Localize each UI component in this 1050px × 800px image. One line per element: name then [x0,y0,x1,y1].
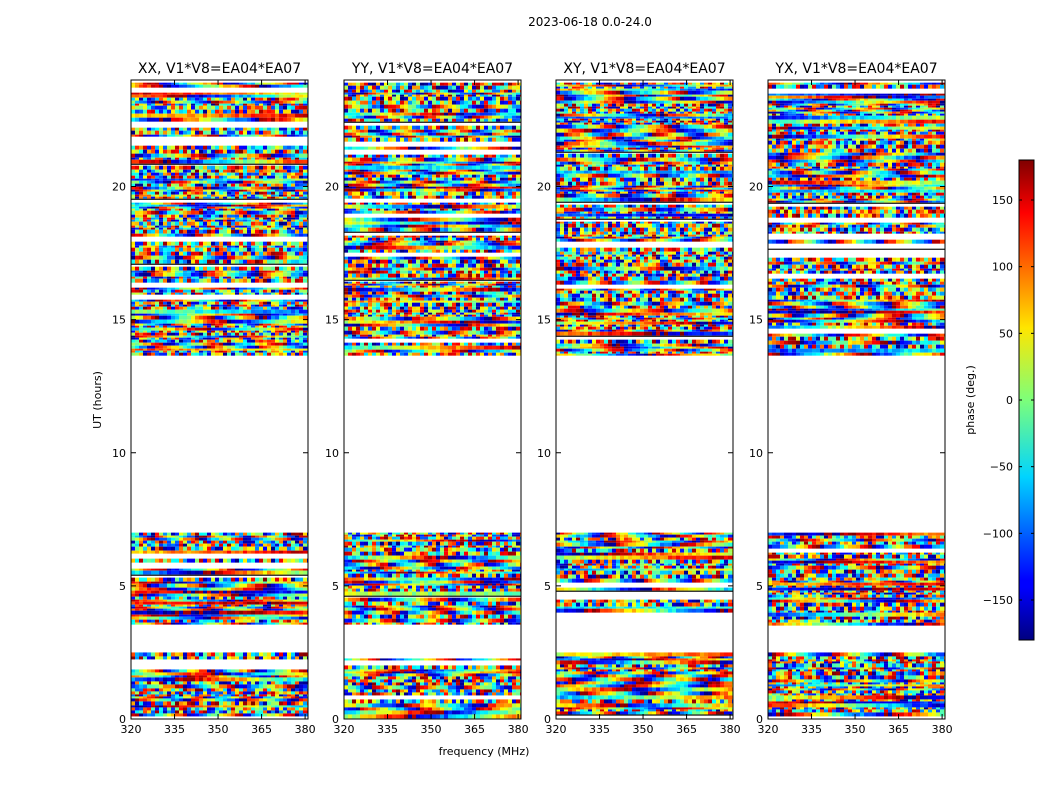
x-tick-label: 335 [589,723,610,736]
panel-title: YX, V1*V8=EA04*EA07 [774,61,937,77]
y-tick-label: 0 [332,713,339,726]
panel-xx: XX, V1*V8=EA04*EA07 320 335 350 365 380 0 5 10 15… [112,61,316,736]
x-tick-label: 380 [932,723,953,736]
colorbar-ticks: 150 100 50 0 −50 −100 −150 [983,194,1034,607]
x-tick-label: 350 [421,723,442,736]
x-tick-label: 350 [845,723,866,736]
x-tick-label: 350 [208,723,229,736]
panel-yy: YY, V1*V8=EA04*EA07 320 335 350 365 380 0 5 10 15… [325,61,529,736]
panel-title: YY, V1*V8=EA04*EA07 [351,61,513,77]
x-tick-label: 320 [334,723,355,736]
y-tick-label: 20 [325,181,339,194]
y-tick-label: 0 [119,713,126,726]
x-tick-label: 380 [295,723,316,736]
x-tick-label: 320 [758,723,779,736]
colorbar-tick-label: 150 [992,194,1013,207]
x-tick-label: 365 [676,723,697,736]
x-tick-label: 380 [720,723,741,736]
x-tick-label: 380 [508,723,529,736]
y-tick-label: 10 [537,447,551,460]
colorbar-tick-label: 100 [992,261,1013,274]
colorbar-tick-label: −100 [983,527,1013,540]
y-tick-label: 5 [756,580,763,593]
x-tick-label: 350 [633,723,654,736]
phase-heatmap [131,82,308,717]
colorbar: 150 100 50 0 −50 −100 −150 phase (deg.) [964,159,1035,641]
y-tick-label: 20 [749,181,763,194]
x-axis-label: frequency (MHz) [439,745,530,758]
x-tick-label: 320 [121,723,142,736]
panel-frame [343,79,522,720]
y-tick-label: 15 [749,314,763,327]
panel-frame [767,79,946,720]
y-tick-label: 15 [325,314,339,327]
y-tick-label: 0 [756,713,763,726]
phase-heatmap [344,82,521,719]
figure-title: 2023-06-18 0.0-24.0 [528,15,652,29]
y-tick-label: 15 [537,314,551,327]
panel-title: XY, V1*V8=EA04*EA07 [563,61,725,77]
colorbar-tick-label: −50 [990,461,1013,474]
x-tick-label: 365 [251,723,272,736]
y-tick-label: 20 [112,181,126,194]
y-tick-label: 10 [749,447,763,460]
panel-frame [555,79,734,720]
x-tick-label: 365 [888,723,909,736]
y-tick-label: 20 [537,181,551,194]
y-tick-label: 0 [544,713,551,726]
colorbar-tick-label: −150 [983,594,1013,607]
x-tick-label: 365 [464,723,485,736]
y-tick-label: 5 [119,580,126,593]
panel-xy: XY, V1*V8=EA04*EA07 320 335 350 365 380 0 5 10 15… [537,61,741,736]
x-tick-label: 320 [546,723,567,736]
colorbar-label: phase (deg.) [964,365,977,435]
x-tick-label: 335 [801,723,822,736]
panels: XX, V1*V8=EA04*EA07 320 335 350 365 380 0 5 10 15… [112,61,953,736]
x-tick-label: 335 [377,723,398,736]
colorbar-tick-label: 0 [1006,394,1013,407]
y-tick-label: 10 [112,447,126,460]
colorbar-tick-label: 50 [999,327,1013,340]
y-tick-label: 5 [332,580,339,593]
y-tick-label: 10 [325,447,339,460]
y-axis-label: UT (hours) [91,371,104,429]
x-tick-label: 335 [164,723,185,736]
panel-title: XX, V1*V8=EA04*EA07 [138,61,301,77]
panel-yx: YX, V1*V8=EA04*EA07 320 335 350 365 380 0 5 10 15… [749,61,953,736]
phase-heatmap [768,82,945,717]
y-tick-label: 5 [544,580,551,593]
panel-frame [130,79,309,720]
phase-heatmap [556,82,733,716]
y-tick-label: 15 [112,314,126,327]
